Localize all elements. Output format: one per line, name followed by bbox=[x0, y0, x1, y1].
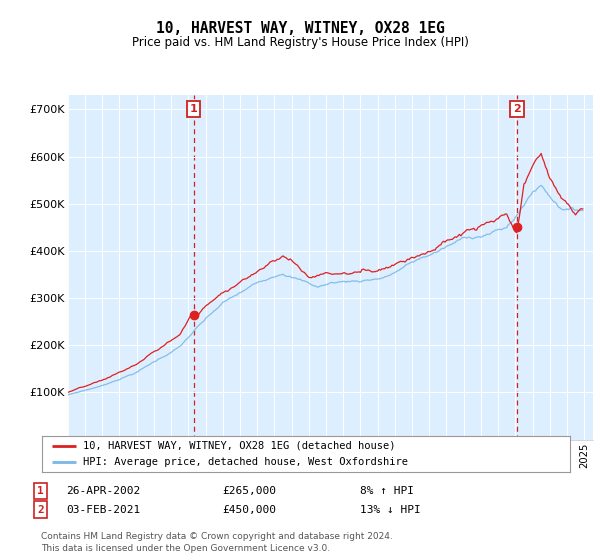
Text: 1: 1 bbox=[37, 486, 44, 496]
Text: 03-FEB-2021: 03-FEB-2021 bbox=[66, 505, 140, 515]
Text: 8% ↑ HPI: 8% ↑ HPI bbox=[360, 486, 414, 496]
Text: £265,000: £265,000 bbox=[222, 486, 276, 496]
Text: 1: 1 bbox=[190, 104, 197, 114]
Text: Price paid vs. HM Land Registry's House Price Index (HPI): Price paid vs. HM Land Registry's House … bbox=[131, 36, 469, 49]
Text: 2: 2 bbox=[37, 505, 44, 515]
Text: HPI: Average price, detached house, West Oxfordshire: HPI: Average price, detached house, West… bbox=[83, 457, 408, 467]
Text: £450,000: £450,000 bbox=[222, 505, 276, 515]
Text: Contains HM Land Registry data © Crown copyright and database right 2024.
This d: Contains HM Land Registry data © Crown c… bbox=[41, 533, 392, 553]
Text: 13% ↓ HPI: 13% ↓ HPI bbox=[360, 505, 421, 515]
Text: 26-APR-2002: 26-APR-2002 bbox=[66, 486, 140, 496]
Text: 10, HARVEST WAY, WITNEY, OX28 1EG: 10, HARVEST WAY, WITNEY, OX28 1EG bbox=[155, 21, 445, 36]
Text: 2: 2 bbox=[513, 104, 521, 114]
Text: 10, HARVEST WAY, WITNEY, OX28 1EG (detached house): 10, HARVEST WAY, WITNEY, OX28 1EG (detac… bbox=[83, 441, 395, 451]
